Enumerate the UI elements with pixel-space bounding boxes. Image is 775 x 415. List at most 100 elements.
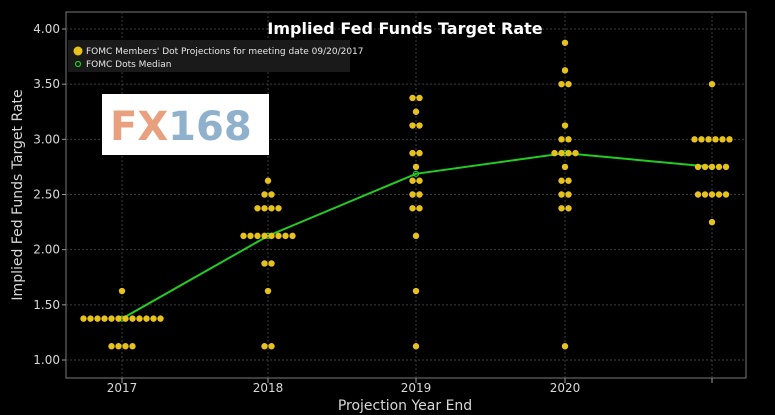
legend-median-marker xyxy=(74,60,82,68)
dot-projection-point xyxy=(108,315,115,322)
dot-projection-point xyxy=(416,149,423,157)
median-point xyxy=(412,170,420,177)
dot-projection-point xyxy=(409,177,416,184)
dot-projection-point xyxy=(261,343,268,350)
dot-projection-point xyxy=(561,39,569,46)
legend-entry-dots: FOMC Members' Dot Projections for meetin… xyxy=(86,47,364,57)
dot-projection-point xyxy=(572,149,579,157)
dot-projection-point xyxy=(87,315,94,322)
dot-projection-point xyxy=(558,149,565,157)
dot-projection-point xyxy=(409,94,416,102)
median-line xyxy=(121,152,713,320)
y-tick-label: 2.00 xyxy=(33,243,60,257)
y-tick-label: 3.00 xyxy=(33,132,60,146)
dot-projection-point xyxy=(261,260,268,267)
dot-projection-point xyxy=(115,315,122,322)
dot-projection-point xyxy=(412,343,420,350)
dot-projection-point xyxy=(701,191,709,198)
x-axis-ticks: 2017 2018 2019 2020 xyxy=(107,378,713,395)
dot-projection-point xyxy=(240,232,247,240)
dot-projection-point xyxy=(122,315,129,322)
dot-projection-point xyxy=(264,287,272,295)
dot-projection-point xyxy=(708,163,716,171)
dot-projection-point xyxy=(558,177,565,184)
dot-projection-point xyxy=(143,315,150,322)
dot-projection-point xyxy=(108,343,115,350)
dot-projection-point xyxy=(101,315,108,322)
dot-projection-point xyxy=(409,122,416,129)
y-axis-ticks: 1.00 1.50 2.00 2.50 3.00 3.50 4.00 xyxy=(33,22,66,367)
y-tick-label: 1.00 xyxy=(33,353,60,367)
legend-entry-median: FOMC Dots Median xyxy=(86,60,171,70)
dot-projection-point xyxy=(558,136,565,143)
dot-projection-point xyxy=(254,205,261,212)
dot-projection-point xyxy=(122,343,129,350)
dot-projection-point xyxy=(115,343,122,350)
dot-projection-point xyxy=(708,191,716,198)
dot-projection-point xyxy=(261,232,268,240)
x-axis-label: Projection Year End xyxy=(338,398,472,414)
dot-projection-point xyxy=(561,122,569,129)
dot-projection-point xyxy=(715,163,723,171)
dot-projection-point xyxy=(268,232,275,240)
y-tick-label: 2.50 xyxy=(33,188,60,202)
logo-text: FX168 xyxy=(110,104,252,150)
x-tick-label: 2017 xyxy=(107,381,138,395)
dot-projection-point xyxy=(275,232,282,240)
dot-projection-point xyxy=(558,80,565,88)
dot-projection-point xyxy=(268,191,275,198)
dot-projection-point xyxy=(715,191,723,198)
dot-projection-point xyxy=(268,343,275,350)
dot-projection-point xyxy=(694,191,702,198)
dot-projection-point xyxy=(416,191,423,198)
chart-title: Implied Fed Funds Target Rate xyxy=(267,19,542,38)
dot-projection-point xyxy=(561,163,569,171)
dot-projection-point xyxy=(409,191,416,198)
dot-projection-point xyxy=(129,343,136,350)
dot-projection-point xyxy=(701,163,709,171)
dot-projection-point xyxy=(565,205,572,212)
dot-projection-point xyxy=(705,136,712,143)
dot-projection-point xyxy=(118,287,126,295)
dot-projection-point xyxy=(275,205,282,212)
dot-projection-point xyxy=(712,136,719,143)
dot-projection-point xyxy=(282,232,289,240)
dot-projection-point xyxy=(409,205,416,212)
dot-projection-point xyxy=(698,136,705,143)
dot-projection-point xyxy=(719,136,726,143)
x-tick-label: 2020 xyxy=(550,381,581,395)
dot-projection-point xyxy=(416,122,423,129)
logo-background xyxy=(102,94,269,155)
dot-projection-point xyxy=(694,163,702,171)
legend: FOMC Members' Dot Projections for meetin… xyxy=(68,40,364,72)
dot-projection-point xyxy=(565,136,572,143)
dot-projection-point xyxy=(268,260,275,267)
dot-projection-point xyxy=(708,80,716,88)
dot-projection-point xyxy=(264,177,272,184)
dot-projection-point xyxy=(261,191,268,198)
dot-projection-point xyxy=(561,343,569,350)
y-tick-label: 3.50 xyxy=(33,77,60,91)
dot-projection-point xyxy=(261,205,268,212)
dot-projection-point xyxy=(416,177,423,184)
y-tick-label: 4.00 xyxy=(33,22,60,36)
legend-dot-marker xyxy=(73,46,83,56)
dot-projection-point xyxy=(722,191,730,198)
dot-projection-point xyxy=(416,94,423,102)
dot-projection-point xyxy=(412,287,420,295)
dot-projection-point xyxy=(412,163,420,171)
dot-projection-point xyxy=(409,149,416,157)
x-tick-label: 2019 xyxy=(401,381,432,395)
dot-projection-point xyxy=(726,136,733,143)
dot-projection-point xyxy=(561,67,569,74)
dot-projection-point xyxy=(268,205,275,212)
dot-projection-point xyxy=(558,191,565,198)
y-tick-label: 1.50 xyxy=(33,298,60,312)
dot-projection-point xyxy=(565,177,572,184)
dot-projection-point xyxy=(412,108,420,115)
dot-projection-point xyxy=(247,232,254,240)
dot-projection-point xyxy=(129,315,136,322)
dot-projection-point xyxy=(722,163,730,171)
dot-projection-point xyxy=(80,315,87,322)
